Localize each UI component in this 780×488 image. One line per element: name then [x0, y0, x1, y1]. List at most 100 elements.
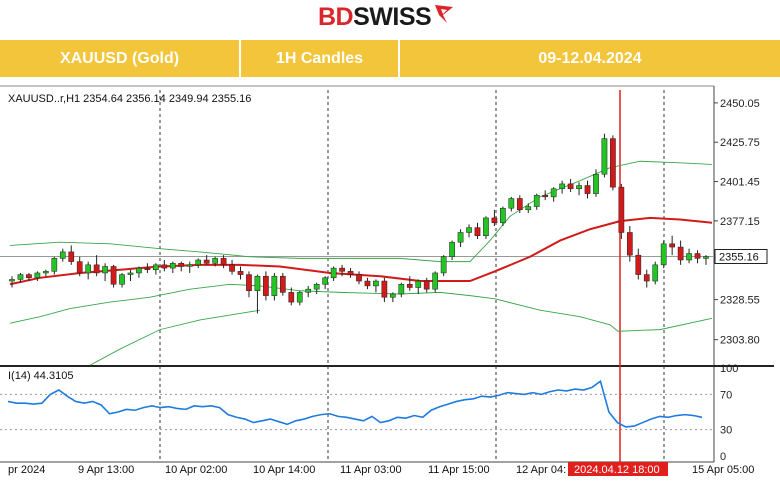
candle-body [415, 280, 422, 288]
candle-body [610, 138, 616, 188]
candle-body [593, 173, 599, 194]
candle [186, 261, 193, 273]
candle [449, 240, 455, 260]
candle [423, 277, 430, 293]
candle-body [93, 264, 100, 274]
candle-body [474, 227, 481, 236]
candle-body [220, 258, 227, 266]
flag-icon [435, 5, 453, 23]
candle-body [542, 194, 549, 198]
candle-body [491, 217, 498, 224]
candle [305, 285, 312, 298]
candle-body [406, 284, 413, 288]
candle-body [254, 275, 261, 292]
candle [153, 263, 159, 275]
candle [76, 256, 83, 277]
candle [610, 135, 616, 191]
price-tick-label: 2303.80 [720, 335, 760, 347]
candle-body [398, 284, 405, 295]
candle [626, 226, 633, 262]
price-tick-label: 2328.55 [720, 295, 760, 307]
candle-body [516, 198, 523, 211]
candle [144, 263, 151, 273]
candle [669, 235, 675, 256]
candle-body [136, 267, 142, 274]
candle [136, 266, 142, 278]
brand-logo-text: BDSWISS [318, 3, 432, 32]
candle-body [601, 138, 608, 175]
candle-body [76, 261, 83, 274]
candle [533, 193, 540, 210]
time-tick-label: 15 Apr 05:00 [692, 464, 754, 476]
indicator-tick-label: 100 [720, 363, 738, 375]
candle [51, 256, 58, 275]
candle [339, 264, 345, 277]
candle [296, 290, 303, 306]
candle-body [186, 264, 193, 267]
candle [686, 248, 692, 264]
candle [127, 269, 134, 282]
candle [34, 271, 41, 282]
symbol-cell: XAUUSD (Gold) [0, 40, 239, 77]
candle-body [626, 232, 633, 256]
candle-body [51, 258, 58, 272]
candle-body [169, 262, 176, 269]
candle-body [508, 198, 515, 209]
price-tick-label: 2401.45 [720, 177, 760, 189]
timeframe-cell: 1H Candles [241, 40, 398, 77]
candle-body [500, 207, 506, 224]
candle [491, 209, 498, 226]
candle-body [567, 183, 574, 190]
price-tick-label: 2450.05 [720, 98, 760, 110]
candle-body [677, 246, 684, 261]
logo-bd: BD [318, 3, 354, 31]
highlight-time-label: 2024.04.12 18:00 [574, 464, 660, 476]
candle [432, 271, 439, 293]
candle-body [550, 188, 557, 198]
candle [694, 250, 701, 264]
candle-body [432, 272, 439, 290]
candle [703, 255, 709, 265]
candle [246, 271, 252, 298]
candle-body [449, 241, 455, 258]
candle-body [195, 259, 202, 266]
candle-body [381, 280, 388, 298]
candle [593, 169, 599, 197]
candle [322, 276, 328, 290]
candle-body [686, 253, 692, 261]
candle-body [525, 206, 532, 211]
indicator-tick-label: 0 [720, 451, 726, 463]
candle-body [17, 274, 24, 280]
candle-body [440, 256, 447, 274]
time-tick-label: 10 Apr 02:00 [165, 464, 227, 476]
candle [381, 277, 388, 303]
current-price-box [714, 249, 768, 265]
candle-body [339, 267, 345, 272]
time-tick-label: pr 2024 [8, 464, 45, 476]
candle [229, 260, 235, 275]
logo: BDSWISS [0, 0, 780, 40]
candle [9, 276, 15, 288]
candle [643, 269, 650, 288]
price-tick-label: 2425.75 [720, 137, 760, 149]
indicator-label: I(14) 44.3105 [8, 370, 73, 382]
candle-body [85, 264, 92, 274]
candle [373, 279, 379, 293]
band-lower [9, 283, 713, 332]
candle [178, 261, 185, 272]
candle [474, 222, 481, 239]
candle [567, 179, 574, 192]
candle-body [263, 275, 269, 296]
candle-body [322, 277, 328, 285]
candle [279, 272, 286, 296]
candle-body [703, 256, 709, 259]
candle [525, 203, 532, 214]
candle [102, 263, 108, 282]
candle-body [229, 264, 235, 272]
candle-body [533, 194, 540, 207]
candle [516, 195, 523, 214]
candle [500, 206, 506, 226]
candle-body [127, 272, 134, 275]
candle [390, 292, 396, 303]
candle [220, 255, 227, 269]
